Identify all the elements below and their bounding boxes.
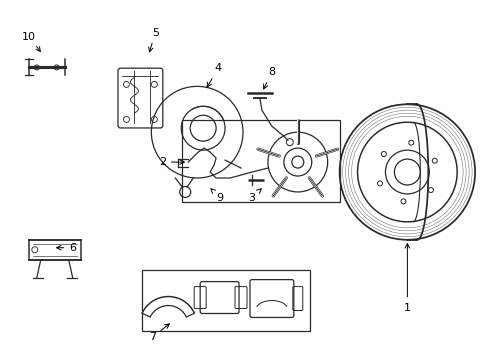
Circle shape — [408, 140, 413, 145]
Text: 1: 1 — [403, 244, 410, 312]
Text: 9: 9 — [210, 189, 223, 203]
Text: 3: 3 — [248, 189, 261, 203]
Circle shape — [54, 65, 59, 70]
Circle shape — [377, 181, 382, 186]
Circle shape — [431, 158, 436, 163]
Text: 6: 6 — [57, 243, 76, 253]
Bar — [142, 270, 309, 332]
Text: 2: 2 — [159, 157, 184, 167]
Circle shape — [400, 199, 405, 204]
Text: 7: 7 — [148, 324, 169, 342]
Text: 5: 5 — [148, 28, 159, 52]
Circle shape — [381, 152, 386, 157]
Bar — [182, 120, 339, 202]
Circle shape — [34, 65, 39, 70]
Circle shape — [427, 188, 432, 193]
Text: 10: 10 — [22, 32, 41, 51]
Text: 4: 4 — [207, 63, 221, 87]
Text: 8: 8 — [263, 67, 275, 89]
